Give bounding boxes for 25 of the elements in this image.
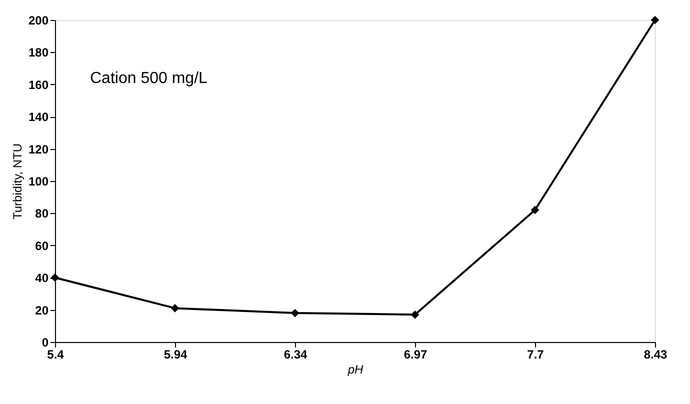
y-tick-label: 200 bbox=[28, 14, 49, 28]
y-tick-label: 0 bbox=[42, 336, 49, 350]
point bbox=[290, 308, 300, 318]
x-tick-label: 6.97 bbox=[404, 348, 428, 362]
y-tick-label: 120 bbox=[28, 142, 49, 156]
point bbox=[410, 310, 420, 319]
y-tick-label: 20 bbox=[35, 303, 49, 318]
x-tick-label: 7.7 bbox=[527, 348, 544, 362]
x-tick-label: 5.4 bbox=[47, 348, 64, 362]
y-tick-label: 80 bbox=[35, 206, 49, 221]
y-tick-label: 140 bbox=[28, 110, 49, 124]
point bbox=[170, 304, 180, 312]
y-tick-label: 180 bbox=[28, 46, 49, 60]
x-tick-label: 5.94 bbox=[164, 348, 188, 362]
x-tick-label: 6.34 bbox=[284, 348, 308, 362]
y-tick-label: 40 bbox=[35, 271, 49, 286]
annotation: Cation 500 mg/L bbox=[90, 70, 208, 87]
x-tick-label: 8.43 bbox=[644, 348, 668, 362]
y-axis-title: Turbidity, NTU bbox=[10, 143, 24, 220]
y-tick-label: 60 bbox=[35, 238, 49, 253]
point bbox=[650, 16, 660, 24]
y-tick-label: 160 bbox=[28, 78, 49, 92]
point bbox=[530, 206, 540, 214]
x-axis-title: pH bbox=[346, 362, 364, 376]
y-tick-label: 100 bbox=[28, 174, 49, 188]
